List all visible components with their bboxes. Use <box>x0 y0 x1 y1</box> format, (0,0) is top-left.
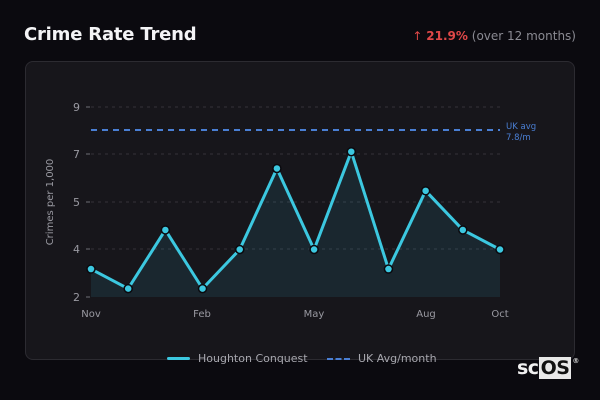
data-point[interactable] <box>86 264 96 274</box>
chart-card <box>25 61 575 360</box>
scos-logo: sc OS ® <box>517 357 579 379</box>
x-tick-label: May <box>304 309 325 320</box>
series-points <box>86 146 505 294</box>
data-point[interactable] <box>383 264 394 274</box>
legend-label: Houghton Conquest <box>198 352 308 365</box>
data-point[interactable] <box>495 244 505 255</box>
x-tick-label: Feb <box>193 309 211 320</box>
legend: Houghton Conquest UK Avg/month <box>0 352 600 370</box>
page-title: Crime Rate Trend <box>24 24 197 45</box>
solid-line-swatch-icon <box>167 357 190 360</box>
x-tick-label: Oct <box>491 309 508 320</box>
uk-average-annotation-line2: 7.8/m <box>506 133 531 143</box>
y-tick-label: 7 <box>73 148 80 161</box>
data-point[interactable] <box>458 225 468 235</box>
y-tick-label: 5 <box>73 196 80 209</box>
logo-os: OS <box>538 357 572 379</box>
uk-average-annotation-line1: UK avg <box>506 122 536 132</box>
x-tick-label: Nov <box>81 309 101 320</box>
x-tick-label: Aug <box>416 309 436 320</box>
data-point[interactable] <box>309 244 319 255</box>
y-tick-label: 4 <box>73 243 80 256</box>
legend-item-houghton[interactable]: Houghton Conquest <box>167 352 308 365</box>
data-point[interactable] <box>123 283 133 294</box>
change-period: (over 12 months) <box>471 29 576 43</box>
logo-registered: ® <box>572 357 579 365</box>
data-point[interactable] <box>272 163 282 174</box>
data-point[interactable] <box>197 283 208 294</box>
y-tick-label: 2 <box>73 291 80 304</box>
legend-label: UK Avg/month <box>358 352 437 365</box>
arrow-up-icon: ↑ <box>412 29 423 43</box>
series-area <box>91 151 500 297</box>
y-tick-label: 9 <box>73 101 80 114</box>
y-tick-marks <box>86 106 90 298</box>
y-axis-label: Crimes per 1,000 <box>45 159 56 246</box>
change-percentage: 21.9% <box>426 29 468 43</box>
logo-sc: sc <box>517 357 539 379</box>
data-point[interactable] <box>160 225 171 235</box>
data-point[interactable] <box>420 186 431 196</box>
change-summary: ↑ 21.9% (over 12 months) <box>412 29 576 43</box>
data-point[interactable] <box>234 244 245 255</box>
dashed-line-swatch-icon <box>327 357 350 360</box>
data-point[interactable] <box>346 146 357 157</box>
series-line <box>90 150 501 291</box>
gridlines <box>91 106 500 250</box>
legend-item-uk-avg[interactable]: UK Avg/month <box>327 352 437 365</box>
